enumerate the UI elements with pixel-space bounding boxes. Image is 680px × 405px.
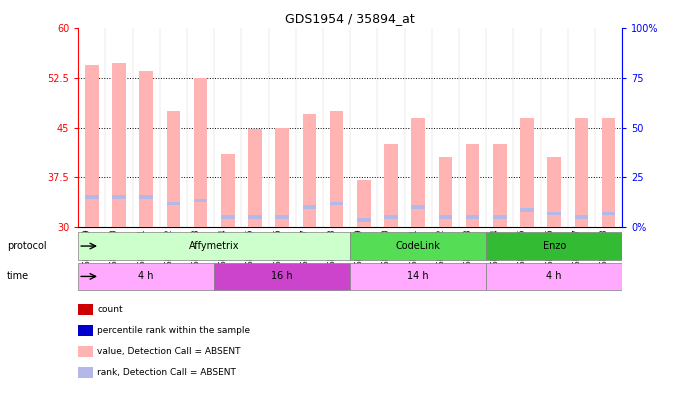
Bar bbox=[350, 232, 486, 260]
Text: GSM73346: GSM73346 bbox=[273, 228, 282, 270]
Text: GSM73345: GSM73345 bbox=[246, 228, 255, 270]
Bar bbox=[575, 117, 588, 227]
Bar bbox=[350, 263, 486, 290]
Bar bbox=[194, 198, 207, 202]
Bar bbox=[411, 205, 425, 209]
Text: GSM73356: GSM73356 bbox=[545, 228, 554, 270]
Bar bbox=[493, 144, 507, 227]
Bar bbox=[112, 195, 126, 199]
Bar bbox=[384, 215, 398, 219]
Bar bbox=[411, 117, 425, 227]
Bar bbox=[85, 65, 99, 227]
Bar bbox=[547, 212, 561, 215]
Bar bbox=[357, 218, 371, 222]
Bar bbox=[167, 111, 180, 227]
Text: GSM73351: GSM73351 bbox=[409, 228, 418, 270]
Bar bbox=[139, 195, 153, 199]
Text: 16 h: 16 h bbox=[271, 271, 293, 281]
Text: GSM73348: GSM73348 bbox=[328, 228, 337, 270]
Text: count: count bbox=[97, 305, 123, 314]
Text: GSM73360: GSM73360 bbox=[110, 228, 119, 270]
Text: GSM73352: GSM73352 bbox=[437, 228, 445, 270]
Bar bbox=[520, 209, 534, 212]
Bar bbox=[85, 195, 99, 199]
Bar bbox=[303, 114, 316, 227]
Bar bbox=[248, 215, 262, 219]
Text: time: time bbox=[7, 271, 29, 281]
Text: rank, Detection Call = ABSENT: rank, Detection Call = ABSENT bbox=[97, 368, 236, 377]
Bar bbox=[167, 202, 180, 205]
Bar bbox=[214, 263, 350, 290]
Bar bbox=[384, 144, 398, 227]
Bar bbox=[112, 64, 126, 227]
Bar bbox=[439, 215, 452, 219]
Bar bbox=[221, 154, 235, 227]
Bar bbox=[439, 158, 452, 227]
Text: GSM73361: GSM73361 bbox=[137, 228, 146, 270]
Text: CodeLink: CodeLink bbox=[396, 241, 441, 251]
Bar bbox=[575, 215, 588, 219]
Bar bbox=[602, 117, 615, 227]
Text: GSM73358: GSM73358 bbox=[600, 228, 609, 270]
Bar bbox=[194, 78, 207, 227]
Text: protocol: protocol bbox=[7, 241, 46, 251]
Bar bbox=[78, 232, 350, 260]
Text: 14 h: 14 h bbox=[407, 271, 429, 281]
Text: GSM73344: GSM73344 bbox=[219, 228, 228, 270]
Bar bbox=[78, 263, 214, 290]
Text: GSM73362: GSM73362 bbox=[165, 228, 173, 270]
Bar bbox=[248, 129, 262, 227]
Text: Enzo: Enzo bbox=[543, 241, 566, 251]
Bar bbox=[275, 128, 289, 227]
Bar bbox=[330, 111, 343, 227]
Text: percentile rank within the sample: percentile rank within the sample bbox=[97, 326, 250, 335]
Bar bbox=[602, 212, 615, 215]
Text: 4 h: 4 h bbox=[547, 271, 562, 281]
Bar bbox=[547, 158, 561, 227]
Text: 4 h: 4 h bbox=[139, 271, 154, 281]
Bar bbox=[275, 215, 289, 219]
Text: GDS1954 / 35894_at: GDS1954 / 35894_at bbox=[286, 12, 415, 25]
Bar bbox=[486, 263, 622, 290]
Text: value, Detection Call = ABSENT: value, Detection Call = ABSENT bbox=[97, 347, 241, 356]
Text: GSM73355: GSM73355 bbox=[518, 228, 527, 270]
Text: GSM73350: GSM73350 bbox=[382, 228, 391, 270]
Bar bbox=[493, 215, 507, 219]
Text: GSM73347: GSM73347 bbox=[301, 228, 309, 270]
Text: GSM73357: GSM73357 bbox=[573, 228, 581, 270]
Text: GSM73354: GSM73354 bbox=[491, 228, 500, 270]
Bar bbox=[139, 71, 153, 227]
Bar bbox=[486, 232, 622, 260]
Bar bbox=[330, 202, 343, 205]
Bar bbox=[357, 181, 371, 227]
Bar bbox=[520, 117, 534, 227]
Text: GSM73363: GSM73363 bbox=[192, 228, 201, 270]
Text: Affymetrix: Affymetrix bbox=[189, 241, 239, 251]
Text: GSM73349: GSM73349 bbox=[355, 228, 364, 270]
Bar bbox=[466, 144, 479, 227]
Bar bbox=[466, 215, 479, 219]
Text: GSM73359: GSM73359 bbox=[83, 228, 92, 270]
Bar bbox=[221, 215, 235, 219]
Bar bbox=[303, 205, 316, 209]
Text: GSM73353: GSM73353 bbox=[464, 228, 473, 270]
